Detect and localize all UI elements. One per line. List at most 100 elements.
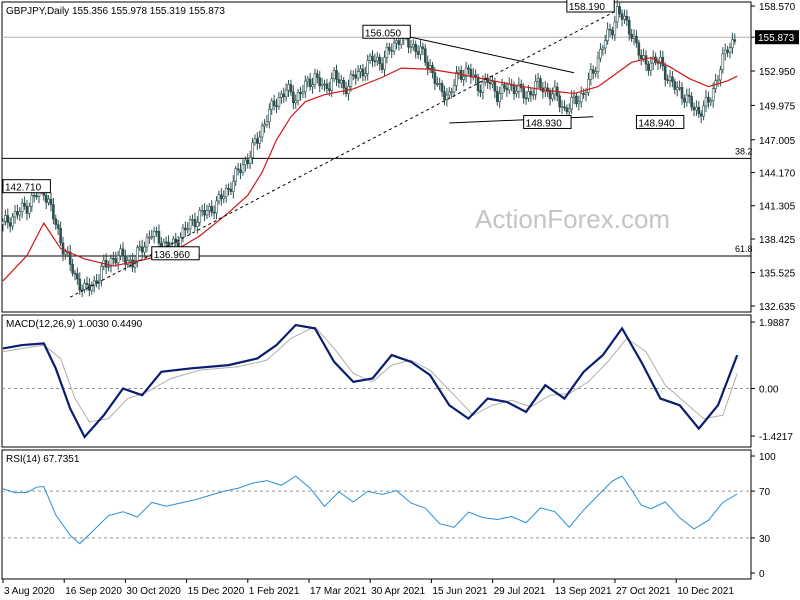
candle-body (699, 113, 703, 117)
candle-body (145, 236, 149, 248)
annotation-box (635, 114, 685, 129)
candle-body (85, 282, 89, 285)
candle-body (385, 46, 389, 58)
candle-body (208, 206, 211, 211)
candle-body (23, 202, 26, 207)
candle-body (589, 69, 593, 80)
candle-body (6, 215, 10, 223)
candle-body (95, 280, 98, 284)
candle-body (320, 84, 324, 87)
candle-body (483, 77, 487, 83)
macd-panel-frame (1, 314, 752, 448)
y-tick-label: 0.00 (759, 385, 779, 396)
y-tick-label: 158.570 (759, 2, 796, 13)
candle-body (450, 91, 453, 94)
candle-body (335, 70, 338, 80)
candle-body (284, 89, 288, 98)
annotation-box (566, 0, 615, 13)
x-axis: 3 Aug 2020 16 Sep 2020 30 Oct 2020 15 Dec 2… (2, 579, 734, 597)
candle-body (356, 71, 360, 79)
candle-body (421, 46, 425, 50)
candle-body (373, 60, 377, 62)
candle-body (445, 94, 449, 101)
candle-body (539, 78, 542, 89)
candle-body (232, 180, 235, 192)
candle-body (591, 69, 595, 74)
candle-body (78, 278, 82, 291)
candle-body (25, 205, 29, 214)
y-tick-label: 138.425 (759, 235, 796, 246)
candle-body (625, 15, 629, 21)
y-tick-label: 144.170 (759, 169, 796, 180)
candle-body (311, 84, 314, 88)
y-tick-label: 100 (759, 452, 776, 463)
candle-body (138, 246, 142, 249)
candle-body (188, 219, 192, 230)
candle-body (68, 251, 72, 265)
candle-body (411, 44, 415, 48)
candle-body (155, 230, 158, 233)
candle-body (397, 40, 401, 45)
candle-body (325, 83, 329, 89)
candle-body (100, 265, 103, 281)
candle-body (270, 100, 274, 110)
candle-body (503, 84, 506, 89)
candle-body (364, 73, 367, 77)
candle-body (469, 69, 473, 78)
candle-body (455, 72, 458, 86)
candle-body (505, 87, 509, 91)
candle-body (383, 57, 386, 70)
candle-body (639, 54, 643, 59)
trendline (401, 34, 575, 74)
x-tick-label: 27 Oct 2021 (616, 586, 671, 597)
candle-body (390, 50, 393, 52)
candle-body (567, 108, 571, 113)
candle-body (174, 238, 178, 243)
candle-body (318, 77, 322, 87)
annotation-label: 148.930 (526, 118, 563, 129)
candle-body (637, 42, 641, 56)
candle-body (683, 97, 686, 103)
annotation-label: 148.940 (638, 118, 675, 129)
candle-body (627, 20, 631, 35)
candle-body (721, 53, 725, 71)
candle-body (191, 219, 194, 221)
y-tick-label: 70 (759, 487, 771, 498)
candle-body (392, 42, 396, 52)
annotation-box (523, 114, 572, 129)
candle-body (224, 188, 228, 198)
candle-body (462, 76, 465, 80)
y-tick-label: 147.005 (759, 136, 796, 147)
candle-body (119, 248, 122, 256)
candle-body (553, 86, 557, 95)
candle-body (368, 55, 372, 61)
candle-body (680, 87, 684, 99)
main-panel-frame (1, 1, 752, 313)
candle-body (131, 259, 134, 268)
candle-body (49, 198, 53, 205)
candle-body (428, 65, 432, 69)
candle-body (258, 136, 262, 144)
candle-body (332, 70, 336, 80)
candle-body (419, 46, 422, 55)
candle-body (606, 28, 609, 41)
candle-body (395, 40, 398, 44)
candle-body (668, 76, 672, 81)
candle-body (371, 55, 374, 61)
x-tick-label: 15 Jun 2021 (432, 586, 487, 597)
candle-body (35, 195, 38, 198)
watermark: ActionForex.com (475, 204, 670, 234)
candle-body (73, 272, 77, 275)
x-tick-label: 16 Sep 2020 (65, 586, 122, 597)
candle-body (709, 100, 713, 103)
candle-body (661, 56, 665, 67)
candle-body (733, 39, 737, 42)
candle-body (426, 61, 429, 69)
candle-body (241, 164, 245, 173)
candle-body (611, 29, 614, 36)
candle-body (716, 79, 720, 82)
candle-body (196, 221, 199, 227)
candle-body (618, 6, 621, 15)
last-price-label: 155.873 (758, 33, 795, 44)
x-tick-label: 30 Apr 2021 (371, 586, 425, 597)
